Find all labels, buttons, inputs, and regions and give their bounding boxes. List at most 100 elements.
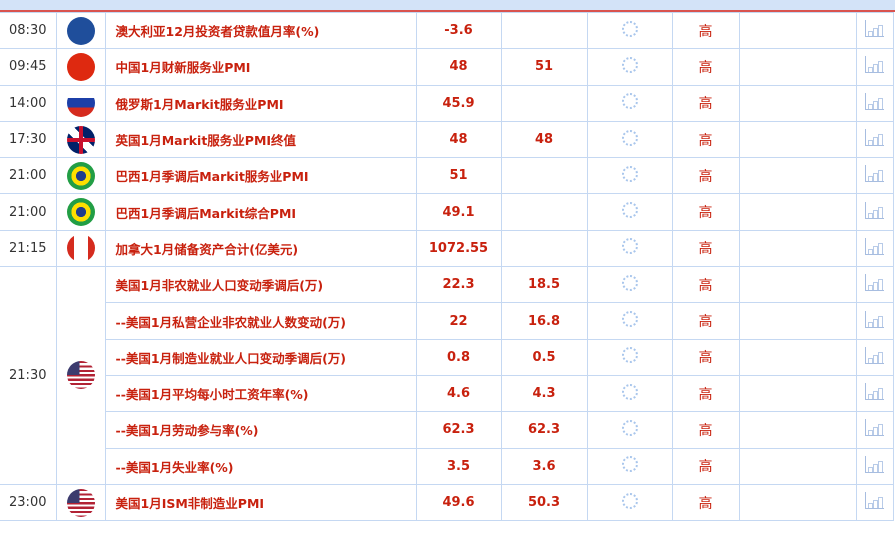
chart-cell[interactable] <box>855 84 894 122</box>
event-name[interactable]: --美国1月劳动参与率(%) <box>105 411 417 449</box>
event-name[interactable]: 巴西1月季调后Markit综合PMI <box>104 193 417 231</box>
actual-cell <box>586 483 673 522</box>
actual-cell <box>586 48 673 86</box>
previous-value: 48 <box>415 48 502 86</box>
chart-icon[interactable] <box>865 56 884 74</box>
chart-icon[interactable] <box>865 455 884 473</box>
importance: 高 <box>671 157 740 195</box>
event-name[interactable]: 中国1月财新服务业PMI <box>104 48 417 86</box>
chart-icon[interactable] <box>865 237 884 255</box>
forecast-value: 16.8 <box>500 302 588 340</box>
chart-icon[interactable] <box>865 310 884 328</box>
loading-spinner-icon <box>621 492 638 509</box>
event-name[interactable]: 加拿大1月储备资产合计(亿美元) <box>104 229 417 268</box>
flag-cell <box>55 193 106 231</box>
time-cell: 21:30 <box>0 266 57 485</box>
chart-cell[interactable] <box>855 374 894 413</box>
table-row: 14:00 俄罗斯1月Markit服务业PMI 45.9 高 <box>0 84 894 122</box>
previous-value: 51 <box>415 157 502 195</box>
forecast-value <box>500 193 588 231</box>
brazil-flag-icon <box>66 161 95 190</box>
actual-cell <box>586 411 673 449</box>
actual-cell <box>586 229 673 268</box>
table-row: 08:30 澳大利亚12月投资者贷款值月率(%) -3.6 高 <box>0 11 894 50</box>
event-name[interactable]: --美国1月制造业就业人口变动季调后(万) <box>105 338 417 376</box>
event-name[interactable]: 俄罗斯1月Markit服务业PMI <box>104 84 417 122</box>
table-row: --美国1月私营企业非农就业人数变动(万) 22 16.8 高 <box>0 302 894 340</box>
blank-cell <box>738 374 857 413</box>
loading-spinner-icon <box>621 202 638 219</box>
chart-icon[interactable] <box>865 165 884 183</box>
chart-icon[interactable] <box>865 20 884 38</box>
importance: 高 <box>671 483 740 522</box>
chart-icon[interactable] <box>865 274 884 292</box>
chart-cell[interactable] <box>855 48 894 86</box>
importance: 高 <box>671 120 740 159</box>
flag-cell <box>55 157 106 195</box>
blank-cell <box>738 193 857 231</box>
forecast-value <box>500 84 588 122</box>
chart-cell[interactable] <box>855 447 894 485</box>
loading-spinner-icon <box>621 20 638 37</box>
table-row: --美国1月失业率(%) 3.5 3.6 高 <box>0 447 894 485</box>
forecast-value: 4.3 <box>500 374 588 413</box>
chart-cell[interactable] <box>855 120 894 159</box>
chart-icon[interactable] <box>865 419 884 437</box>
previous-value: 48 <box>415 120 502 159</box>
actual-cell <box>586 193 673 231</box>
usa-flag-icon <box>66 488 95 517</box>
chart-cell[interactable] <box>855 302 894 340</box>
event-name[interactable]: 美国1月ISM非制造业PMI <box>104 483 417 522</box>
chart-icon[interactable] <box>865 201 884 219</box>
forecast-value: 0.5 <box>500 338 588 376</box>
event-name[interactable]: --美国1月平均每小时工资年率(%) <box>105 374 417 413</box>
event-name[interactable]: --美国1月私营企业非农就业人数变动(万) <box>105 302 417 340</box>
time-cell: 21:00 <box>0 193 57 231</box>
blank-cell <box>738 157 857 195</box>
time-cell: 21:15 <box>0 229 57 268</box>
event-name[interactable]: 英国1月Markit服务业PMI终值 <box>104 120 417 159</box>
chart-icon[interactable] <box>865 92 884 110</box>
importance: 高 <box>671 193 740 231</box>
loading-spinner-icon <box>621 165 638 182</box>
chart-icon[interactable] <box>865 346 884 364</box>
previous-value: 62.3 <box>415 411 502 449</box>
blank-cell <box>738 11 857 50</box>
previous-value: 49.6 <box>415 483 502 522</box>
event-name[interactable]: 巴西1月季调后Markit服务业PMI <box>104 157 417 195</box>
event-name[interactable]: --美国1月失业率(%) <box>105 447 417 485</box>
chart-cell[interactable] <box>855 157 894 195</box>
loading-spinner-icon <box>621 456 638 473</box>
flag-cell <box>55 84 106 122</box>
blank-cell <box>738 411 857 449</box>
event-name[interactable]: 澳大利亚12月投资者贷款值月率(%) <box>104 11 417 50</box>
chart-icon[interactable] <box>865 383 884 401</box>
time-cell: 14:00 <box>0 84 57 122</box>
chart-icon[interactable] <box>865 129 884 147</box>
chart-cell[interactable] <box>855 266 894 304</box>
flag-cell <box>55 120 106 159</box>
previous-value: 4.6 <box>415 374 502 413</box>
chart-cell[interactable] <box>855 11 894 50</box>
flag-cell <box>55 229 106 268</box>
economic-calendar-table: 08:30 澳大利亚12月投资者贷款值月率(%) -3.6 高 09:45 中国1月财新服… <box>0 11 894 522</box>
australia-flag-icon <box>66 16 95 45</box>
forecast-value: 50.3 <box>500 483 588 522</box>
chart-cell[interactable] <box>855 338 894 376</box>
chart-cell[interactable] <box>855 483 894 522</box>
loading-spinner-icon <box>621 129 638 146</box>
table-row: 21:15 加拿大1月储备资产合计(亿美元) 1072.55 高 <box>0 229 894 268</box>
canada-flag-icon <box>66 234 95 263</box>
forecast-value: 18.5 <box>500 266 588 304</box>
flag-cell <box>55 266 106 485</box>
importance: 高 <box>671 411 740 449</box>
blank-cell <box>738 338 857 376</box>
chart-cell[interactable] <box>855 229 894 268</box>
chart-cell[interactable] <box>855 411 894 449</box>
table-row: --美国1月平均每小时工资年率(%) 4.6 4.3 高 <box>0 374 894 413</box>
chart-icon[interactable] <box>865 492 884 509</box>
blank-cell <box>738 266 857 304</box>
chart-cell[interactable] <box>855 193 894 231</box>
table-row: 21:00 巴西1月季调后Markit综合PMI 49.1 高 <box>0 193 894 231</box>
event-name[interactable]: 美国1月非农就业人口变动季调后(万) <box>104 266 417 304</box>
